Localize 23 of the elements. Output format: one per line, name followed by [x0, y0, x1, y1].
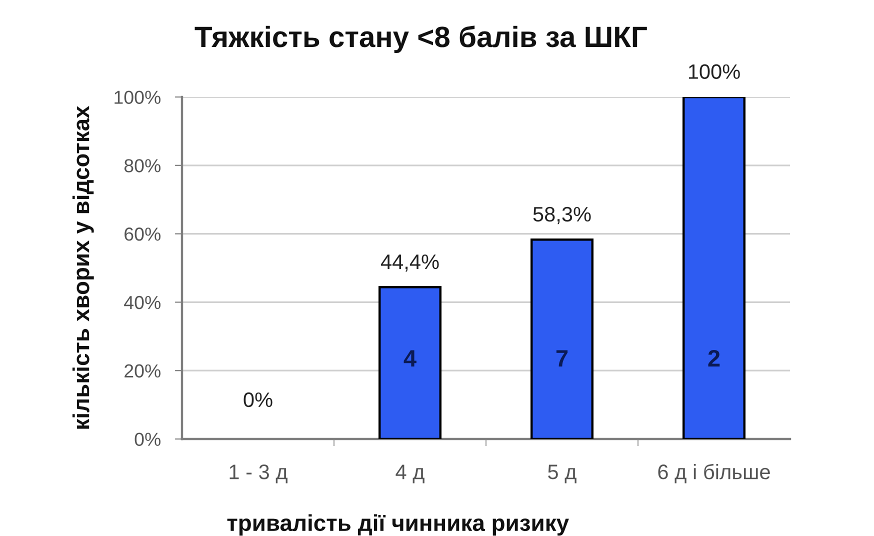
data-label: 0%: [244, 392, 272, 408]
data-label: 44,4%: [380, 254, 439, 272]
bar: [682, 97, 746, 439]
x-tick-label: 1 - 3 д: [230, 464, 288, 484]
data-label: 100%: [688, 64, 740, 79]
chart-title: Тяжкість стану <8 балів за ШКГ: [194, 26, 647, 54]
annotation: 2: [708, 350, 720, 366]
data-label: 58,3%: [533, 206, 591, 224]
y-tick-label: 80%: [124, 159, 160, 172]
x-axis-title: тривалість дії чинника ризику: [227, 514, 569, 536]
y-tick-label: 100%: [114, 90, 160, 104]
y-tick-label: 40%: [124, 296, 160, 310]
bar: [378, 286, 442, 439]
y-tick-label: 60%: [124, 228, 160, 241]
y-tick-label: 20%: [124, 364, 160, 378]
y-axis-title: кількість хворих у відсотках: [72, 106, 94, 429]
annotation: 7: [556, 350, 568, 366]
bar: [530, 238, 594, 439]
x-tick-label: 4 д: [396, 464, 424, 484]
annotation: 4: [404, 350, 416, 366]
y-tick-label: 0%: [134, 432, 160, 446]
x-tick-label: 6 д і більше: [658, 464, 770, 484]
x-tick-label: 5 д: [548, 464, 576, 484]
